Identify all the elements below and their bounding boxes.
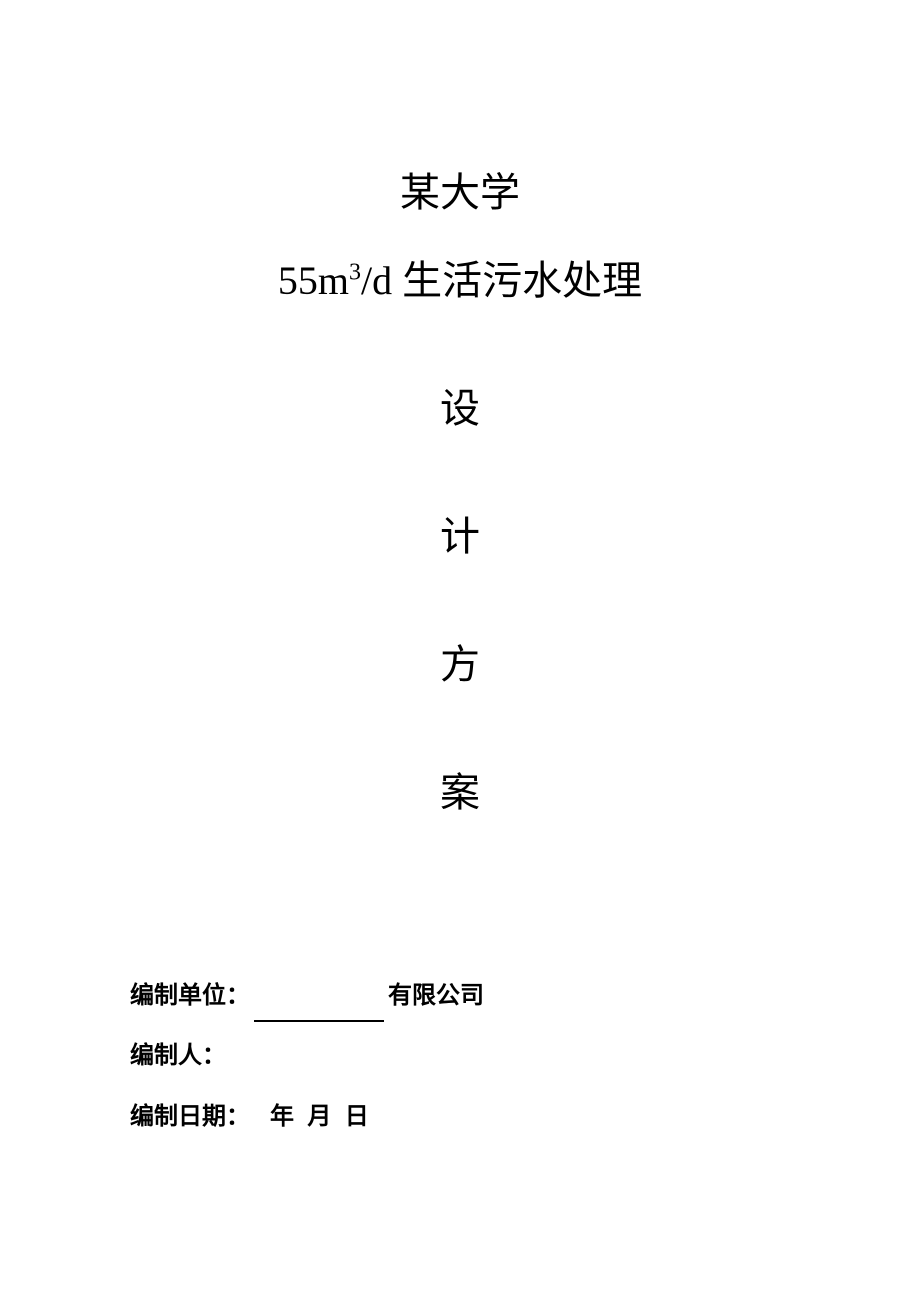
date-day: 日 (345, 1103, 369, 1130)
date-label: 编制日期： (130, 1103, 250, 1130)
date-month: 月 (307, 1103, 331, 1130)
org-label: 编制单位： (130, 982, 250, 1009)
date-year: 年 (270, 1103, 294, 1130)
footer-section: 编制单位： 有限公司 编制人： 编制日期： 年 月 日 (130, 970, 484, 1152)
document-page: 某大学 55m3/d 生活污水处理 设 计 方 案 编制单位： 有限公司 编制人：… (0, 0, 920, 1302)
org-underline (254, 1020, 384, 1022)
vertical-title: 设 计 方 案 (100, 376, 820, 818)
title-section: 某大学 55m3/d 生活污水处理 (100, 160, 820, 306)
vertical-char-3: 方 (100, 632, 820, 690)
title-line-2: 55m3/d 生活污水处理 (100, 248, 820, 306)
org-value: 有限公司 (388, 982, 484, 1009)
date-line: 编制日期： 年 月 日 (130, 1091, 484, 1144)
title-suffix: /d 生活污水处理 (361, 258, 642, 303)
title-superscript: 3 (349, 260, 361, 286)
org-line: 编制单位： 有限公司 (130, 970, 484, 1023)
author-line: 编制人： (130, 1030, 484, 1083)
vertical-char-4: 案 (100, 760, 820, 818)
title-prefix: 55m (278, 258, 349, 303)
vertical-char-2: 计 (100, 504, 820, 562)
vertical-char-1: 设 (100, 376, 820, 434)
author-label: 编制人： (130, 1042, 226, 1069)
title-line-1: 某大学 (100, 160, 820, 218)
